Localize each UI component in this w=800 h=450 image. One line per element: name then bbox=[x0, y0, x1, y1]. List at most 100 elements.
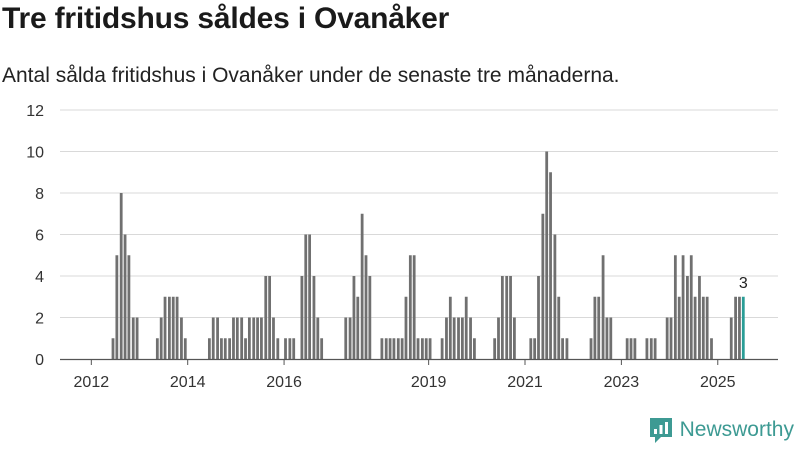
bar bbox=[127, 255, 131, 359]
newsworthy-brand: Newsworthy bbox=[648, 416, 794, 444]
bar bbox=[440, 338, 444, 359]
bar bbox=[123, 234, 127, 359]
bar bbox=[625, 338, 629, 359]
x-tick-label: 2021 bbox=[507, 374, 543, 391]
bar bbox=[220, 338, 223, 359]
bar bbox=[256, 317, 259, 359]
data-label-latest: 3 bbox=[739, 275, 748, 292]
bar bbox=[420, 338, 424, 359]
bar bbox=[288, 338, 292, 359]
bar bbox=[589, 338, 593, 359]
bar bbox=[316, 317, 320, 359]
bar bbox=[252, 317, 256, 359]
bar bbox=[180, 317, 183, 359]
bar bbox=[452, 317, 456, 359]
bar bbox=[629, 338, 633, 359]
bar bbox=[155, 338, 159, 359]
bar bbox=[593, 296, 597, 359]
bar bbox=[428, 338, 432, 359]
x-tick-label: 2025 bbox=[700, 374, 736, 391]
bar bbox=[268, 276, 272, 359]
bar bbox=[448, 296, 452, 359]
bar bbox=[460, 317, 464, 359]
bar bbox=[734, 296, 737, 359]
bar bbox=[673, 255, 677, 359]
y-tick-label: 6 bbox=[35, 228, 44, 245]
y-tick-label: 4 bbox=[35, 269, 44, 286]
bar bbox=[119, 193, 123, 359]
bar bbox=[549, 172, 552, 359]
y-tick-label: 12 bbox=[26, 103, 44, 120]
bar bbox=[677, 296, 681, 359]
bar bbox=[276, 338, 280, 359]
bar bbox=[175, 296, 179, 359]
bar bbox=[356, 296, 360, 359]
bar bbox=[211, 317, 215, 359]
bar bbox=[557, 296, 561, 359]
bar bbox=[693, 296, 697, 359]
bar bbox=[292, 338, 296, 359]
x-tick-label: 2016 bbox=[266, 374, 302, 391]
bar bbox=[388, 338, 392, 359]
bar bbox=[400, 338, 404, 359]
bar bbox=[183, 338, 187, 359]
bar bbox=[553, 234, 557, 359]
bar bbox=[705, 296, 709, 359]
bar bbox=[689, 255, 693, 359]
bar bbox=[320, 338, 324, 359]
bar bbox=[541, 213, 545, 359]
bar bbox=[701, 296, 705, 359]
bar bbox=[729, 317, 733, 359]
bar bbox=[493, 338, 497, 359]
bar bbox=[368, 276, 372, 359]
bar-latest bbox=[741, 296, 745, 359]
bar bbox=[609, 317, 613, 359]
bar bbox=[633, 338, 637, 359]
chart-title: Tre fritidshus såldes i Ovanåker bbox=[2, 2, 450, 35]
bar bbox=[135, 317, 139, 359]
bar bbox=[698, 276, 701, 359]
bar bbox=[228, 338, 232, 359]
bar bbox=[408, 255, 412, 359]
x-tick-label: 2023 bbox=[604, 374, 640, 391]
bar bbox=[545, 151, 549, 359]
bar bbox=[163, 296, 167, 359]
bar bbox=[111, 338, 115, 359]
bar bbox=[244, 338, 247, 359]
bar bbox=[469, 317, 472, 359]
bar bbox=[235, 317, 239, 359]
bar bbox=[605, 317, 609, 359]
bar bbox=[509, 276, 512, 359]
bar bbox=[529, 338, 533, 359]
bar bbox=[380, 338, 384, 359]
bar bbox=[738, 296, 741, 359]
bar bbox=[247, 317, 251, 359]
bar bbox=[284, 338, 287, 359]
bar bbox=[601, 255, 605, 359]
bar bbox=[304, 234, 308, 359]
x-tick-label: 2019 bbox=[411, 374, 447, 391]
newsworthy-logo-icon bbox=[649, 418, 672, 443]
bar bbox=[300, 276, 304, 359]
bar bbox=[457, 317, 460, 359]
bar bbox=[473, 338, 476, 359]
y-tick-label: 2 bbox=[35, 311, 44, 328]
bar bbox=[232, 317, 235, 359]
bar bbox=[240, 317, 244, 359]
bar bbox=[681, 255, 685, 359]
bar bbox=[131, 317, 135, 359]
bar bbox=[669, 317, 673, 359]
bar bbox=[384, 338, 388, 359]
bar bbox=[308, 234, 312, 359]
bar bbox=[497, 317, 500, 359]
bar bbox=[533, 338, 537, 359]
bar bbox=[416, 338, 420, 359]
bar bbox=[653, 338, 657, 359]
x-tick-label: 2012 bbox=[74, 374, 110, 391]
bar bbox=[645, 338, 649, 359]
bar bbox=[272, 317, 275, 359]
bar bbox=[264, 276, 268, 359]
bar bbox=[352, 276, 356, 359]
bar bbox=[404, 296, 408, 359]
